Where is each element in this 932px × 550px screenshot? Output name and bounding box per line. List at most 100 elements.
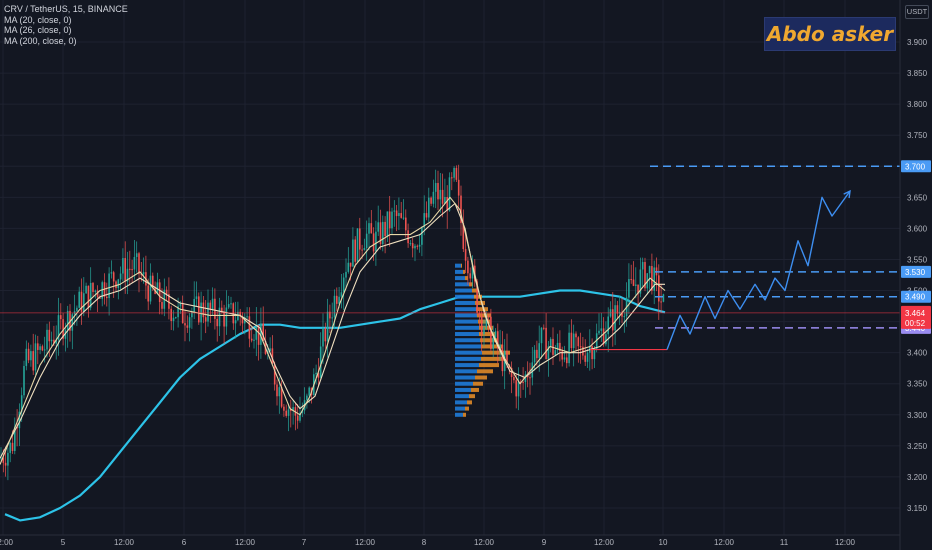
volume-profile-bar-up: [481, 344, 503, 349]
candle-body: [570, 332, 573, 349]
candle-body: [441, 189, 444, 204]
candle-body: [464, 249, 467, 261]
candle-body: [83, 293, 85, 312]
candle-body: [418, 244, 421, 247]
candle-body: [14, 426, 16, 451]
candle-body: [653, 267, 655, 291]
volume-profile-bar-up: [474, 294, 482, 299]
candle-body: [317, 372, 320, 378]
candle-body: [211, 298, 214, 310]
candle-body: [531, 362, 534, 378]
price-tick-label: 3.650: [907, 193, 928, 202]
candle-body: [122, 258, 124, 274]
candle-body: [248, 316, 251, 339]
candle-body: [547, 346, 550, 360]
candle-body: [411, 243, 414, 249]
candle-body: [368, 223, 370, 234]
moving-averages: [0, 196, 666, 465]
candle-body: [237, 311, 239, 321]
candle-body: [170, 308, 172, 321]
candle-body: [499, 344, 501, 349]
candle-body: [315, 372, 317, 375]
level-price-label: 3.530: [905, 268, 926, 277]
candle-body: [568, 332, 570, 364]
candle-body: [71, 314, 74, 331]
time-tick-label: 9: [542, 538, 547, 547]
candle-body: [216, 318, 218, 327]
candle-body: [354, 239, 356, 262]
candle-body: [99, 297, 101, 299]
volume-profile-bar: [455, 394, 469, 399]
candle-body: [232, 303, 235, 324]
volume-profile-bar: [455, 263, 461, 268]
candle-body: [492, 337, 494, 350]
candle-body: [110, 272, 113, 274]
candle-body: [405, 217, 407, 231]
candle-body: [384, 221, 386, 237]
candle-body: [545, 327, 547, 360]
volume-profile-bar: [455, 307, 476, 312]
candle-body: [50, 339, 53, 342]
candle-body: [106, 296, 108, 299]
candle-body: [149, 275, 152, 302]
candle-body: [101, 282, 103, 299]
candle-body: [140, 274, 143, 276]
candle-body: [133, 257, 136, 270]
level-price-tag: [901, 290, 931, 303]
candle-body: [365, 233, 368, 249]
candle-body: [62, 319, 64, 339]
volume-profile-bar-up: [476, 307, 488, 312]
candle-body: [66, 310, 69, 330]
time-tick-label: 7: [302, 538, 307, 547]
candle-body: [398, 213, 400, 217]
candle-body: [214, 298, 216, 319]
legend-ma-20[interactable]: MA (20, close, 0): [4, 14, 72, 25]
candle-body: [336, 295, 338, 304]
candle-body: [200, 302, 202, 323]
candle-body: [591, 346, 593, 360]
legend-ma-200[interactable]: MA (200, close, 0): [4, 35, 77, 46]
candle-body: [290, 409, 292, 411]
volume-profile-bar-up: [461, 263, 462, 268]
volume-profile-bar: [455, 350, 482, 355]
candle-body: [347, 262, 350, 272]
candle-body: [554, 350, 557, 355]
candle-body: [168, 294, 170, 309]
candle-body: [175, 317, 177, 319]
candle-body: [37, 343, 39, 350]
candle-body: [20, 395, 23, 412]
time-tick-label: 12:00: [235, 538, 256, 547]
time-tick-label: 8: [422, 538, 427, 547]
candle-body: [27, 348, 30, 361]
currency-badge[interactable]: USDT: [905, 5, 929, 19]
candle-body: [299, 412, 301, 421]
volume-profile-bar-up: [475, 375, 487, 380]
candle-body: [135, 253, 138, 258]
candle-body: [549, 338, 552, 347]
candle-body: [53, 339, 55, 344]
candle-body: [453, 167, 455, 178]
candle-body: [662, 294, 665, 302]
candle-body: [485, 315, 488, 328]
candle-body: [202, 302, 205, 318]
price-tick-label: 3.300: [907, 411, 928, 420]
time-tick-label: 12:00: [0, 538, 14, 547]
candle-body: [326, 311, 329, 342]
candle-body: [448, 177, 451, 211]
price-axis[interactable]: 3.1503.2003.2503.3003.3503.4003.4503.500…: [900, 0, 932, 550]
candle-body: [119, 273, 122, 280]
candle-body: [579, 346, 582, 348]
candle-body: [340, 292, 343, 297]
candle-body: [515, 380, 517, 397]
candle-body: [407, 230, 409, 244]
candle-body: [184, 323, 186, 326]
candle-body: [287, 409, 290, 416]
legend-ma-26[interactable]: MA (26, close, 0): [4, 25, 72, 35]
time-tick-label: 11: [780, 538, 789, 547]
legend-symbol[interactable]: CRV / TetherUS, 15, BINANCE: [4, 4, 128, 14]
volume-profile-bar: [455, 400, 467, 405]
time-tick-label: 5: [61, 538, 66, 547]
level-price-label: 3.700: [905, 162, 926, 171]
